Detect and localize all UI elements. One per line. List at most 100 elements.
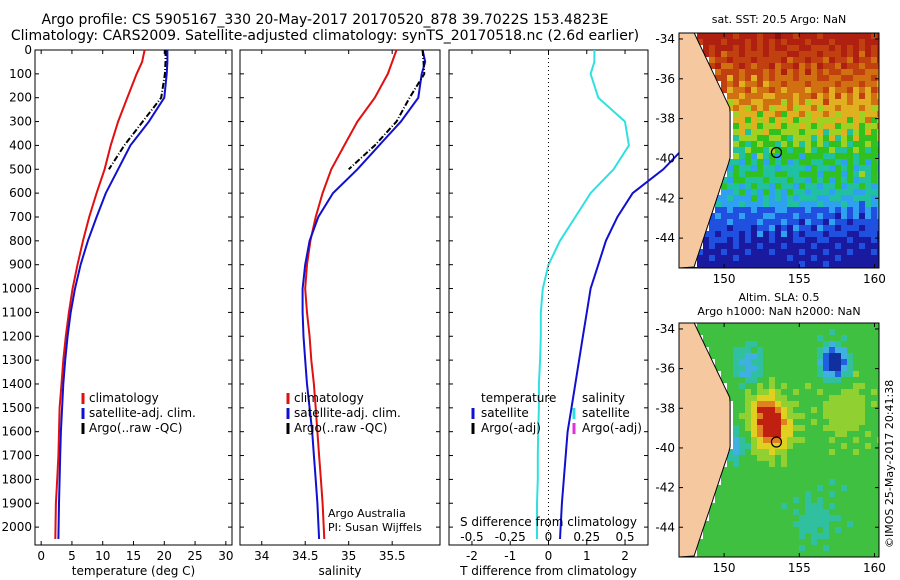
ytick-label: 100 xyxy=(9,67,32,81)
xtick-label: 35 xyxy=(341,549,356,563)
ytick-label: 1600 xyxy=(1,425,32,439)
legend-label: Argo(..raw -QC) xyxy=(89,421,182,435)
difference-profile-panel: T difference from climatology-2 -1 0 1 2 -0.5… xyxy=(448,49,703,578)
ytick-label: 300 xyxy=(9,115,32,129)
map-frame xyxy=(678,322,880,558)
annotation-text: PI: Susan Wijffels xyxy=(328,521,422,534)
legend-label: satellite-adj. clim. xyxy=(89,406,196,420)
xtick-label: 150 xyxy=(713,561,736,575)
argo-float-marker xyxy=(770,146,783,159)
xtick-label-salinity: 0.5 xyxy=(615,530,634,544)
ytick-label: -42 xyxy=(655,481,675,495)
xtick-label: 34.5 xyxy=(292,549,319,563)
ytick-label: 700 xyxy=(9,210,32,224)
xtick-label: 155 xyxy=(788,561,811,575)
legend-label: climatology xyxy=(294,391,364,405)
ytick-label: -40 xyxy=(655,151,675,165)
difference-profile-xlabel: T difference from climatology xyxy=(459,564,637,578)
temperature-profile-series-1 xyxy=(57,50,169,540)
ytick-label: -44 xyxy=(655,231,675,245)
xtick-label: 155 xyxy=(788,272,811,286)
ytick-label: -40 xyxy=(655,441,675,455)
ytick-label: 1500 xyxy=(1,401,32,415)
map-title: Argo h1000: NaN h2000: NaN xyxy=(697,305,860,318)
xtick-label: 2 xyxy=(621,549,629,563)
xtick-label: 0 xyxy=(545,549,553,563)
ytick-label: -36 xyxy=(655,362,675,376)
salinity-profile-series-1 xyxy=(301,49,427,540)
xtick-label-salinity: 0 xyxy=(545,530,553,544)
xtick-label: 30 xyxy=(218,549,233,563)
map-frame xyxy=(678,32,880,269)
difference-profile-series-1 xyxy=(536,50,630,539)
argo-float-marker xyxy=(770,436,783,448)
xtick-label: 15 xyxy=(126,549,141,563)
temperature-profile-xlabel: temperature (deg C) xyxy=(72,564,195,578)
salinity-profile-series-0 xyxy=(304,49,398,540)
legend-title: temperature xyxy=(481,391,556,405)
legend-label: satellite xyxy=(481,406,529,420)
xtick-label: 150 xyxy=(713,272,736,286)
salinity-profile-xlabel: salinity xyxy=(318,564,361,578)
salinity-xlabel: S difference from climatology xyxy=(460,515,637,529)
ytick-label: 1400 xyxy=(1,377,32,391)
xtick-label: 35.5 xyxy=(379,549,406,563)
xtick-label: 160 xyxy=(863,272,886,286)
xtick-label-salinity: -0.25 xyxy=(495,530,526,544)
imos-credit: ©IMOS 25-May-2017 20:41:38 xyxy=(883,380,896,548)
ytick-label: -34 xyxy=(655,32,675,46)
map-title: Altim. SLA: 0.5 xyxy=(738,291,819,304)
ytick-label: 600 xyxy=(9,186,32,200)
salinity-profile-frame xyxy=(239,49,441,546)
legend-label: satellite xyxy=(582,406,630,420)
xtick-label: 1 xyxy=(583,549,591,563)
ytick-label: -38 xyxy=(655,112,675,126)
ytick-label: 1800 xyxy=(1,472,32,486)
xtick-label: 20 xyxy=(157,549,172,563)
ytick-label: 1300 xyxy=(1,353,32,367)
ytick-label: 1900 xyxy=(1,496,32,510)
xtick-label: -1 xyxy=(504,549,516,563)
legend-label: Argo(-adj) xyxy=(582,421,642,435)
salinity-profile-series-2 xyxy=(348,49,426,171)
ytick-label: 2000 xyxy=(1,520,32,534)
temperature-profile-series-2 xyxy=(108,50,167,170)
ytick-label: 1200 xyxy=(1,329,32,343)
xtick-label: 34 xyxy=(254,549,269,563)
ytick-label: -42 xyxy=(655,191,675,205)
ytick-label: -34 xyxy=(655,322,675,336)
temperature-profile-frame xyxy=(34,49,233,546)
annotation-text: Argo Australia xyxy=(328,507,406,520)
ytick-label: 800 xyxy=(9,234,32,248)
ytick-label: 0 xyxy=(24,43,32,57)
xtick-label: -2 xyxy=(466,549,478,563)
legend-title: salinity xyxy=(582,391,625,405)
legend-label: satellite-adj. clim. xyxy=(294,406,401,420)
legend-label: Argo(-adj) xyxy=(481,421,541,435)
ytick-label: -38 xyxy=(655,401,675,415)
ytick-label: 200 xyxy=(9,91,32,105)
xtick-label-salinity: -0.5 xyxy=(460,530,483,544)
land-mass xyxy=(679,33,731,268)
xtick-label: 10 xyxy=(95,549,110,563)
ytick-label: 400 xyxy=(9,138,32,152)
land-mass xyxy=(679,323,731,557)
figure-title-line2: Climatology: CARS2009. Satellite-adjuste… xyxy=(10,28,640,44)
xtick-label: 0 xyxy=(37,549,45,563)
ytick-label: 1000 xyxy=(1,282,32,296)
xtick-label: 25 xyxy=(187,549,202,563)
map-title: sat. SST: 20.5 Argo: NaN xyxy=(712,13,846,26)
xtick-label-salinity: 0.25 xyxy=(573,530,600,544)
ytick-label: 900 xyxy=(9,258,32,272)
xtick-label: 5 xyxy=(68,549,76,563)
temperature-profile-panel: 0100200300400500600700800900100011001200… xyxy=(1,43,233,578)
ytick-label: -36 xyxy=(655,72,675,86)
ytick-label: -44 xyxy=(655,520,675,534)
temperature-profile-series-0 xyxy=(54,49,146,540)
legend-label: climatology xyxy=(89,391,159,405)
legend-label: Argo(..raw -QC) xyxy=(294,421,387,435)
salinity-profile-panel: 34 34.5 35 35.5 salinity climatologysatellite… xyxy=(239,49,441,578)
sla-map: -34 -36 -38 -40 -42 -44 150 155 160 Altim. SLA: 0… xyxy=(655,291,886,575)
ytick-label: 1100 xyxy=(1,305,32,319)
